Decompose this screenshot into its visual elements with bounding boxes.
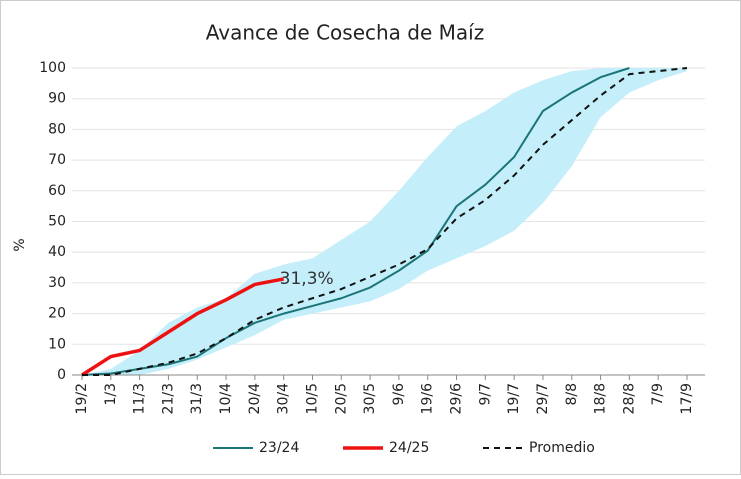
- x-tick-label: 1/3: [103, 383, 119, 406]
- series-line: [81, 277, 284, 377]
- y-tick-label: 70: [48, 152, 66, 168]
- x-tick-label: 29/7: [535, 383, 551, 414]
- x-tick-label: 30/5: [362, 383, 378, 414]
- x-tick-label: 9/6: [391, 383, 407, 406]
- x-tick-label: 7/9: [650, 383, 666, 406]
- x-tick-label: 19/2: [74, 383, 90, 414]
- legend-label: Promedio: [529, 440, 595, 456]
- x-tick-label: 8/8: [564, 383, 580, 406]
- x-tick-label: 29/6: [449, 383, 465, 415]
- y-tick-label: 10: [48, 336, 66, 352]
- legend-label: 24/25: [389, 440, 429, 456]
- x-tick-label: 31/3: [189, 383, 205, 414]
- x-tick-label: 10/4: [218, 383, 234, 415]
- y-tick-label: 60: [48, 183, 66, 199]
- x-tick-label: 19/7: [506, 383, 522, 414]
- legend-label: 23/24: [259, 440, 299, 456]
- chart-title: Avance de Cosecha de Maíz: [206, 21, 484, 45]
- x-tick-label: 21/3: [160, 383, 176, 414]
- series-line: [82, 67, 688, 376]
- x-tick-label: 10/5: [304, 383, 320, 414]
- x-tick-label: 28/8: [621, 383, 637, 414]
- data-label: 31,3%: [280, 269, 334, 289]
- y-tick-label: 40: [48, 244, 66, 260]
- range-band: [82, 68, 687, 375]
- x-tick-label: 20/5: [333, 383, 349, 414]
- x-tick-label: 20/4: [247, 383, 263, 415]
- x-tick-label: 17/9: [679, 383, 695, 414]
- y-tick-label: 100: [39, 60, 66, 76]
- x-tick-label: 19/6: [420, 383, 436, 415]
- y-axis-label: %: [12, 238, 28, 251]
- y-tick-label: 20: [48, 306, 66, 322]
- x-tick-label: 11/3: [132, 383, 148, 414]
- x-tick-label: 9/7: [477, 383, 493, 406]
- series-line: [81, 67, 630, 376]
- x-tick-label: 30/4: [276, 383, 292, 415]
- y-tick-label: 90: [48, 91, 66, 107]
- y-tick-label: 30: [48, 275, 66, 291]
- y-tick-label: 50: [48, 214, 66, 230]
- x-tick-label: 18/8: [593, 383, 609, 414]
- y-tick-label: 0: [57, 367, 66, 383]
- y-tick-label: 80: [48, 121, 66, 137]
